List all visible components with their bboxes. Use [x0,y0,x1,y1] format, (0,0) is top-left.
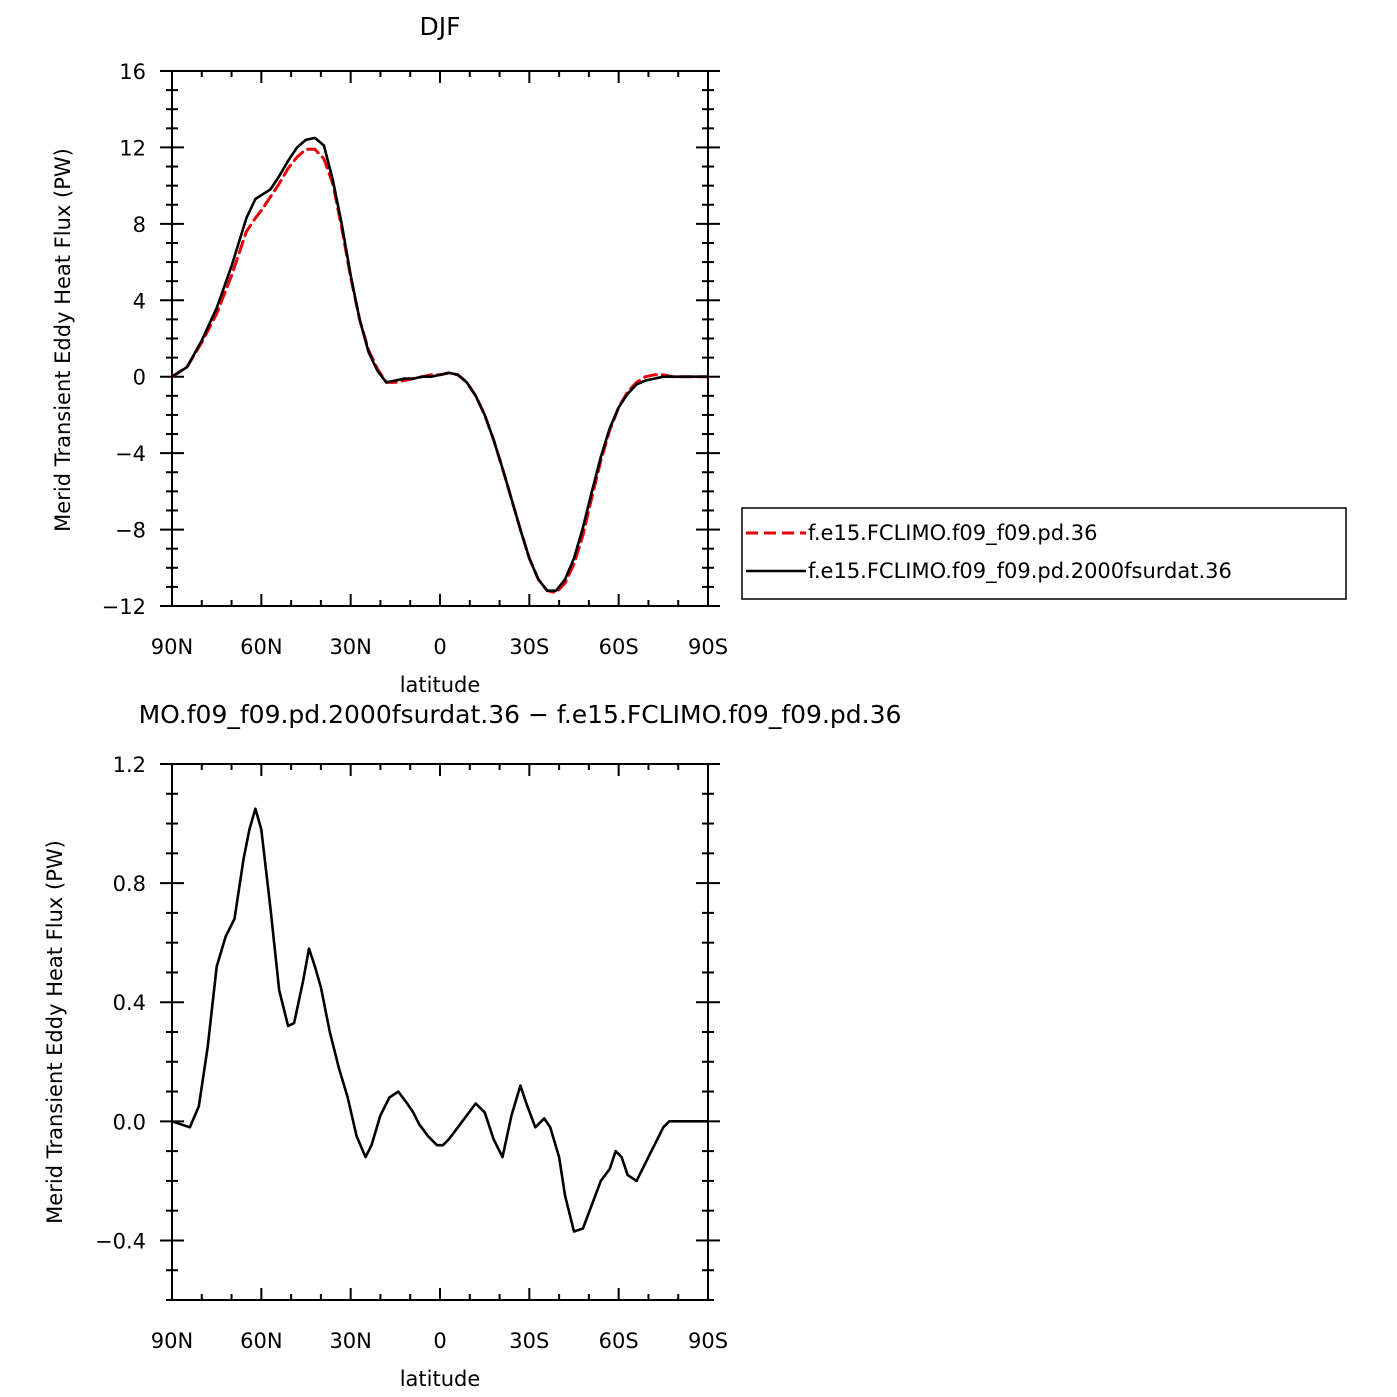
top-y-tick-label: 0 [133,366,146,390]
top-y-tick-label: −12 [102,595,146,619]
top-x-tick-label: 60N [240,635,282,659]
bottom-y-tick-label: −0.4 [95,1229,146,1253]
bottom-x-tick-label: 30S [509,1329,549,1353]
top-y-tick-label: 8 [133,213,146,237]
bottom-x-tick-label: 60S [599,1329,639,1353]
top-plot-title: DJF [419,12,460,41]
bottom-series-line-0 [170,807,710,1233]
top-y-tick-label: −8 [115,519,146,543]
legend-box [741,507,1347,600]
top-y-tick-label: 4 [133,289,146,313]
bottom-x-tick-label: 0 [433,1329,446,1353]
top-plot-marks: 90N 60N 30N 0 30S 60S 90S 16 12 8 4 0 −4 −8 −12 [102,60,728,659]
top-x-tick-label: 90S [688,635,728,659]
bottom-panel: MO.f09_f09.pd.2000fsurdat.36 − f.e15.FCL… [43,700,901,1391]
top-x-tick-label: 60S [599,635,639,659]
top-x-tick-label: 30S [509,635,549,659]
bottom-x-tick-label: 60N [240,1329,282,1353]
bottom-x-tick-label: 30N [329,1329,371,1353]
bottom-plot-frame [171,763,709,1301]
top-series-line-0 [170,147,710,595]
bottom-plot-title: MO.f09_f09.pd.2000fsurdat.36 − f.e15.FCL… [139,700,902,729]
top-x-tick-label: 0 [433,635,446,659]
bottom-x-axis-title: latitude [400,1367,481,1391]
legend-label-1: f.e15.FCLIMO.f09_f09.pd.2000fsurdat.36 [808,559,1232,584]
bottom-y-axis-title: Merid Transient Eddy Heat Flux (PW) [43,840,67,1224]
top-y-tick-label: 16 [119,60,146,84]
bottom-y-tick-label: 1.2 [113,753,146,777]
top-y-tick-label: −4 [115,442,146,466]
top-y-tick-label: 12 [119,136,146,160]
top-x-tick-label: 90N [151,635,193,659]
top-y-axis-title: Merid Transient Eddy Heat Flux (PW) [51,148,75,532]
top-series-line-1 [170,136,710,592]
legend-label-0: f.e15.FCLIMO.f09_f09.pd.36 [808,521,1097,546]
bottom-plot-marks: 90N 60N 30N 0 30S 60S 90S 1.2 0.8 0.4 0.0 −0.4 [95,753,728,1353]
bottom-x-tick-label: 90S [688,1329,728,1353]
top-x-axis-title: latitude [400,673,481,697]
bottom-y-tick-label: 0.8 [113,872,146,896]
legend: f.e15.FCLIMO.f09_f09.pd.36 f.e15.FCLIMO.… [741,507,1347,600]
top-plot-frame [171,70,709,607]
top-panel: DJF 90N 60N 30N 0 30S 60S 90S 16 12 8 4 0 −4 −8 −12 la… [51,12,1347,697]
bottom-y-tick-label: 0.4 [113,991,146,1015]
top-x-tick-label: 30N [329,635,371,659]
bottom-x-tick-label: 90N [151,1329,193,1353]
bottom-y-tick-label: 0.0 [113,1110,146,1134]
